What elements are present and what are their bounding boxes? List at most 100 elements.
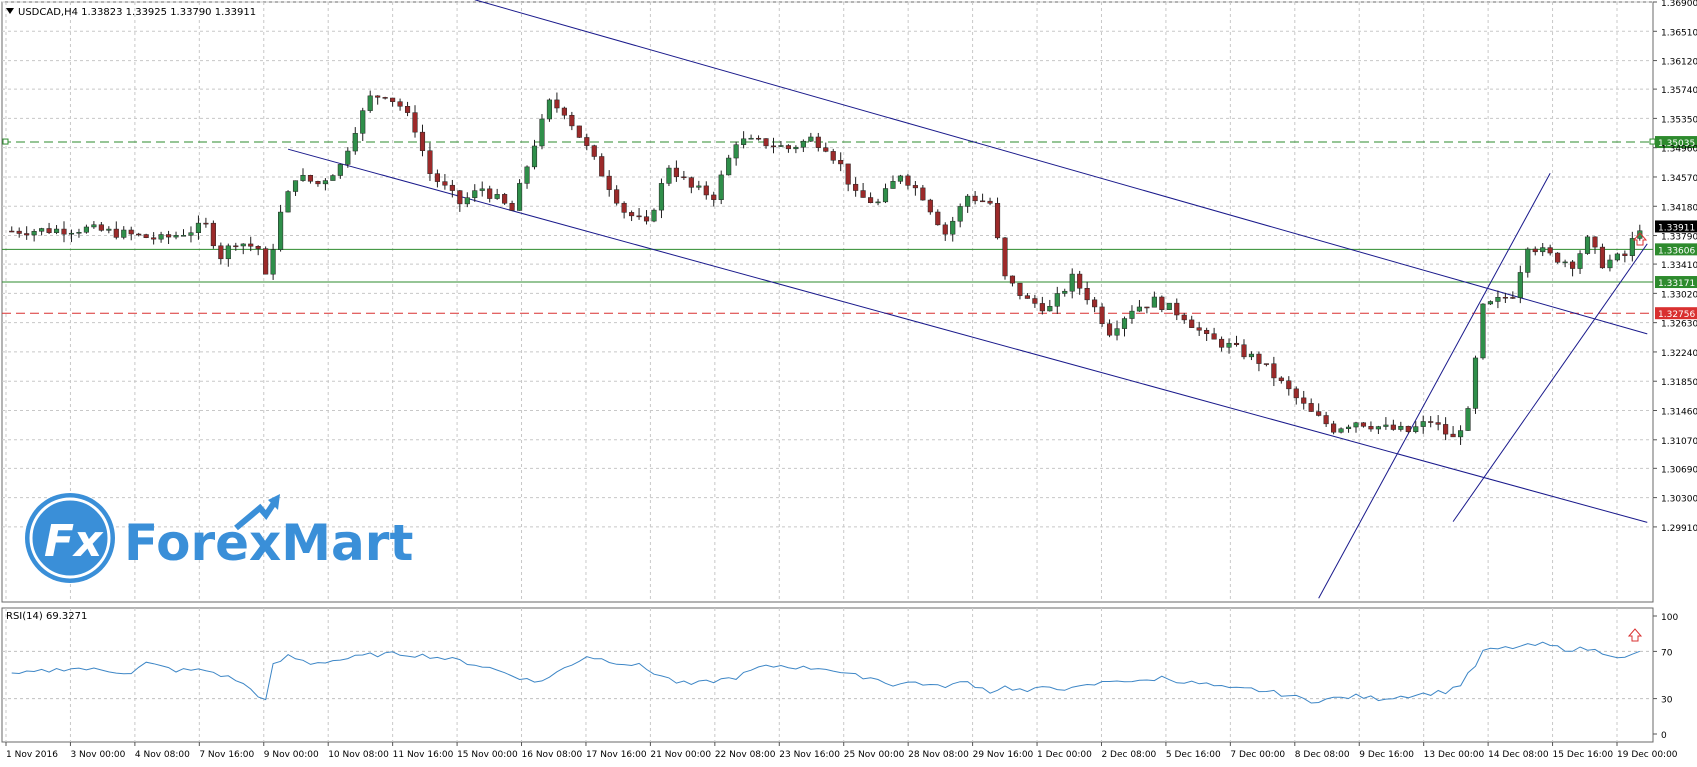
candle-body <box>696 185 702 188</box>
current-price-label: 1.33911 <box>1658 223 1695 233</box>
level-handle-left[interactable] <box>2 138 9 145</box>
candle-body <box>1570 261 1576 269</box>
candle-body <box>1271 363 1277 379</box>
time-tick-label: 19 Dec 00:00 <box>1617 750 1678 760</box>
candle-body <box>569 114 575 127</box>
candle-body <box>711 194 717 200</box>
candle-body <box>546 99 553 120</box>
candle-body <box>91 224 97 228</box>
candle-body <box>1428 421 1434 423</box>
candle-body <box>240 243 246 247</box>
candle-body <box>965 195 971 207</box>
candle-body <box>307 174 314 182</box>
axis-layer: 1.36900 1.36510 1.36120 1.35740 1.35350 1.349… <box>5 0 1697 760</box>
candle-body <box>1443 424 1449 435</box>
price-tick-label: 1.36510 <box>1661 28 1697 38</box>
candle-body <box>121 229 127 238</box>
candle-body <box>890 181 896 189</box>
candle-body <box>1450 433 1456 438</box>
candle-body <box>1069 273 1075 292</box>
candle-body <box>912 185 918 189</box>
logo-badge-text: Fx <box>44 516 104 567</box>
candle-body <box>472 190 478 198</box>
candle-body <box>1092 299 1098 308</box>
candle-body <box>330 175 336 181</box>
level-handle-right[interactable] <box>1649 138 1656 145</box>
candle-body <box>1420 421 1426 427</box>
time-tick-label: 10 Nov 08:00 <box>328 750 389 760</box>
candle-body <box>868 197 874 203</box>
candle-body <box>785 145 791 150</box>
candle-body <box>748 137 754 140</box>
symbol-header: USDCAD,H4 1.33823 1.33925 1.33790 1.3391… <box>18 7 256 18</box>
candle-body <box>681 176 687 179</box>
candle-body <box>24 233 30 236</box>
candle-body <box>927 199 933 213</box>
candle-body <box>53 228 60 233</box>
candle-body <box>1002 237 1008 277</box>
candle-body <box>1256 353 1262 364</box>
time-tick-label: 3 Nov 00:00 <box>70 750 125 760</box>
time-tick-label: 15 Nov 00:00 <box>457 750 518 760</box>
candle-body <box>1390 424 1396 430</box>
candle-body <box>1233 342 1240 346</box>
candle-body <box>218 245 224 260</box>
candle-body <box>479 188 485 191</box>
candle-body <box>1301 397 1307 404</box>
candle-body <box>770 145 777 148</box>
candle-body <box>875 201 881 204</box>
candle-body <box>614 189 620 204</box>
candle-body <box>554 99 560 109</box>
time-tick-label: 9 Dec 16:00 <box>1359 750 1414 760</box>
candle-body <box>352 133 358 152</box>
candle-body <box>1495 296 1501 302</box>
candle-body <box>800 140 806 148</box>
channel-line-upper <box>474 0 1648 335</box>
candle-body <box>980 200 986 203</box>
candle-body <box>1226 342 1232 348</box>
candle-body <box>404 106 411 113</box>
candle-body <box>1047 306 1053 312</box>
candle-body <box>1405 425 1411 432</box>
candle-body <box>1525 248 1531 273</box>
candle-body <box>1435 422 1441 425</box>
candle-body <box>1465 408 1471 431</box>
candle-body <box>1502 296 1508 299</box>
candle-body <box>494 194 500 199</box>
time-tick-label: 9 Nov 00:00 <box>264 750 319 760</box>
price-tick-label: 1.33020 <box>1661 290 1697 300</box>
candle-body <box>830 151 836 161</box>
collapse-triangle-icon[interactable] <box>6 8 14 14</box>
candle-body <box>599 156 605 177</box>
time-tick-label: 22 Nov 08:00 <box>715 750 776 760</box>
candle-body <box>487 188 493 199</box>
candle-body <box>957 206 963 222</box>
candle-body <box>61 228 67 235</box>
time-tick-label: 5 Dec 16:00 <box>1166 750 1221 760</box>
candle-body <box>1009 275 1016 284</box>
level-price-label: 1.33606 <box>1658 246 1695 256</box>
candle-body <box>972 195 978 202</box>
candle-body <box>434 173 440 182</box>
candle-body <box>31 231 37 236</box>
level-price-badge <box>1655 307 1697 320</box>
price-tick-label: 1.31850 <box>1661 378 1697 388</box>
price-tick-label: 1.34180 <box>1661 203 1697 213</box>
candle-body <box>658 183 665 211</box>
rsi-tick-label: 0 <box>1661 731 1667 741</box>
candle-body <box>16 230 22 234</box>
price-tick-label: 1.35740 <box>1661 86 1697 96</box>
candle-body <box>860 190 866 198</box>
candle-body <box>1099 306 1105 324</box>
candle-body <box>1472 357 1479 409</box>
candle-body <box>1360 422 1367 427</box>
candle-body <box>1353 422 1359 428</box>
candle-body <box>315 181 321 185</box>
time-tick-label: 7 Nov 16:00 <box>199 750 254 760</box>
candle-body <box>419 131 426 151</box>
candle-body <box>942 224 948 235</box>
candle-body <box>367 95 373 111</box>
price-tick-label: 1.35350 <box>1661 115 1697 125</box>
